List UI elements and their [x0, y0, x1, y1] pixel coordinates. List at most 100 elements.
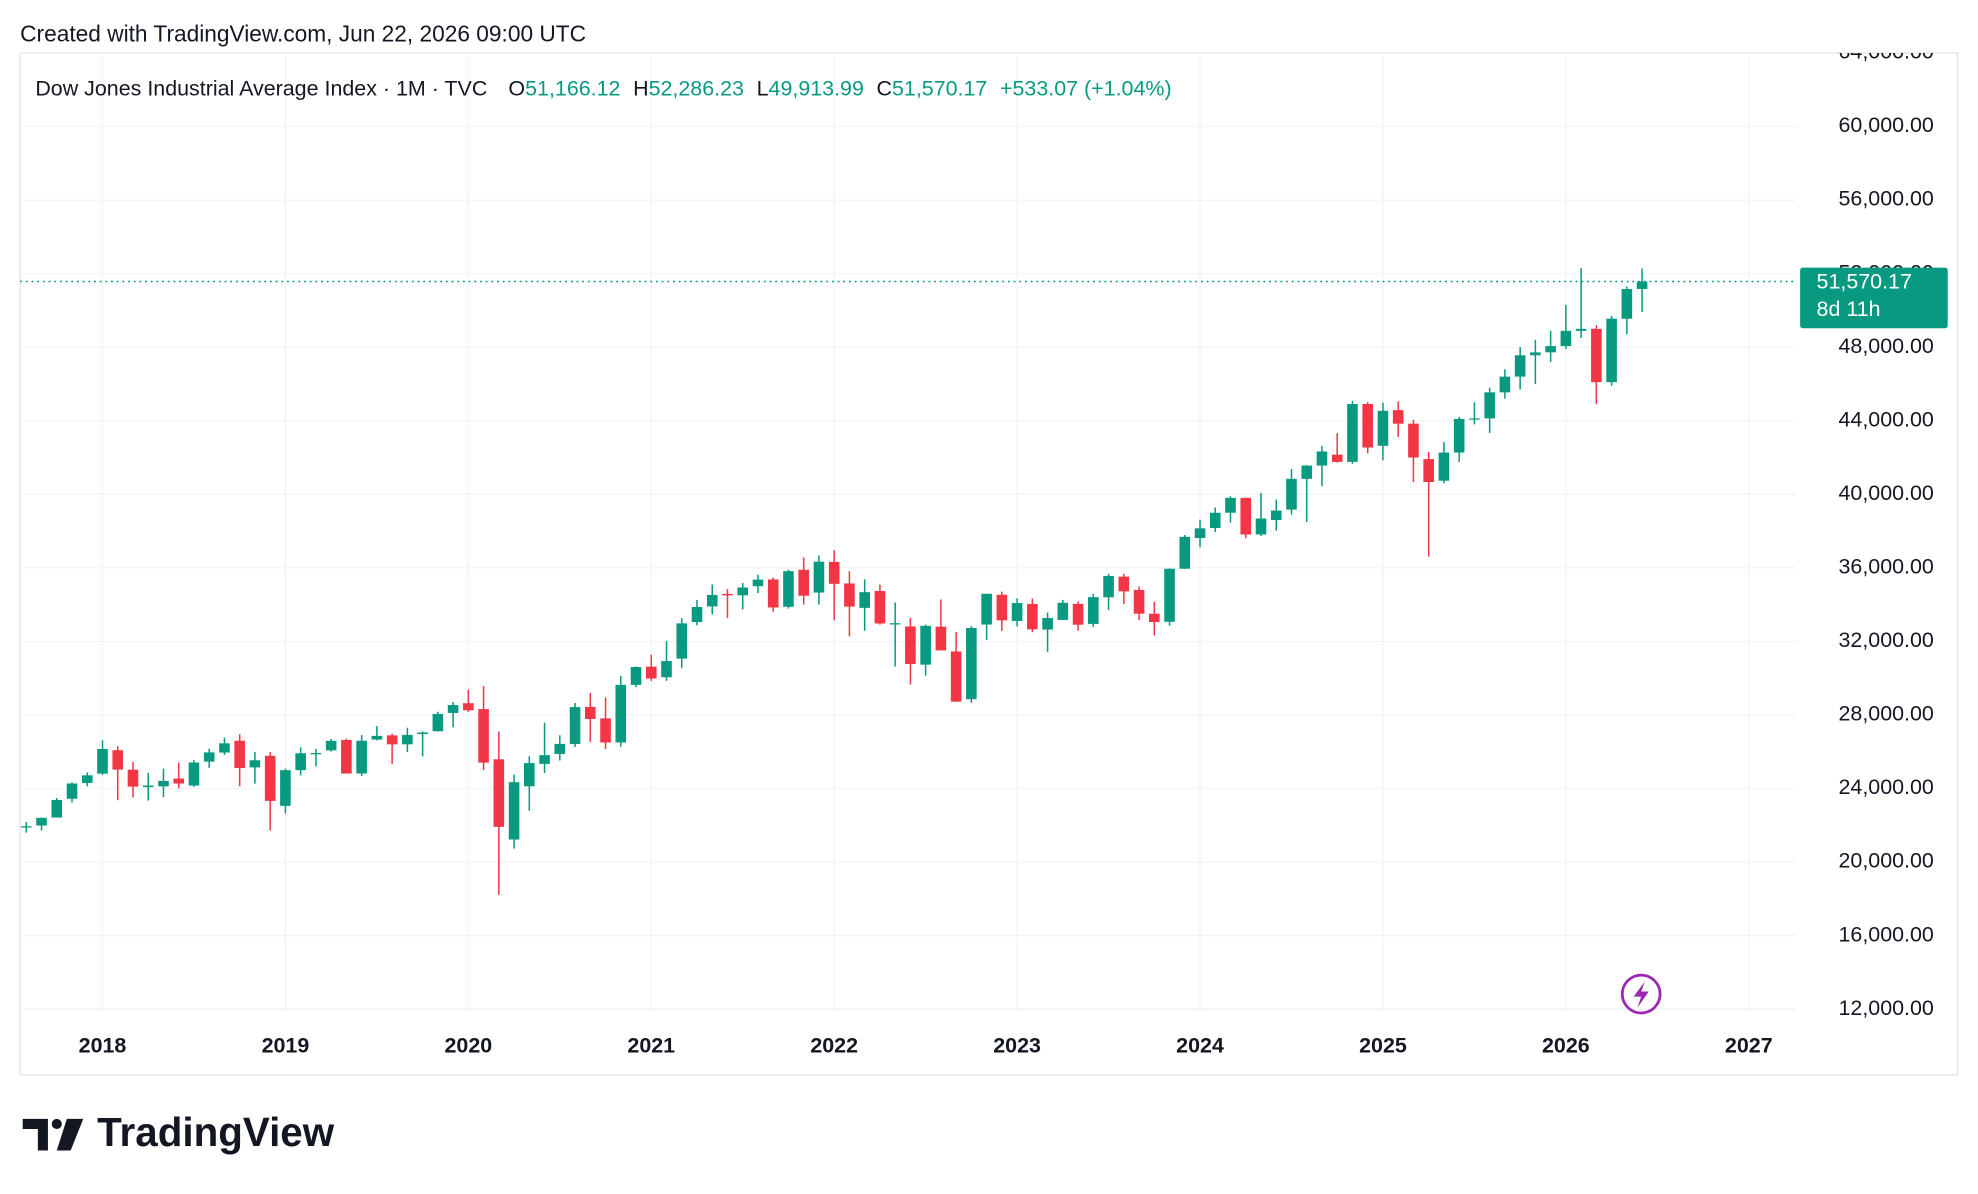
candle-body [1423, 459, 1434, 483]
candle-body [158, 780, 169, 787]
candle-body [1240, 497, 1252, 535]
candle-body [478, 709, 489, 763]
candle-body [1560, 330, 1572, 347]
quote-value: 51,166.12 [525, 76, 620, 100]
candle-body [1027, 603, 1038, 630]
candle-body [203, 752, 215, 762]
candle-body [112, 750, 124, 770]
candle-body [1514, 355, 1526, 377]
candle-body [1331, 454, 1343, 462]
candle-body [1469, 418, 1480, 420]
candle-body [1499, 376, 1511, 393]
candle-body [676, 623, 688, 659]
candle-body [1316, 451, 1328, 466]
candle-body [1575, 328, 1587, 331]
candle-body [1270, 510, 1282, 520]
candle-body [142, 785, 154, 788]
candle-body [81, 775, 93, 783]
candle-body [234, 740, 245, 769]
last-price-label: 51,570.17 [1817, 269, 1912, 293]
candle-body [889, 623, 901, 625]
candle-body [1362, 404, 1374, 448]
candle-body [1484, 392, 1495, 419]
candle-body [1377, 410, 1389, 446]
candle-body [51, 799, 63, 818]
chart-frame [19, 52, 1959, 1076]
candle-body [1545, 346, 1556, 353]
quote-label: C [877, 76, 892, 100]
candle-body [264, 755, 276, 801]
candle-body [508, 782, 520, 840]
candle-body [1179, 536, 1191, 569]
y-tick-label: 60,000.00 [1838, 113, 1933, 137]
countdown: 8d 11h [1817, 297, 1881, 321]
candle-body [844, 583, 855, 607]
candle-body [524, 763, 535, 787]
candle-body [356, 740, 367, 774]
y-tick-label: 64,000.00 [1838, 40, 1933, 64]
x-tick-label: 2019 [262, 1034, 310, 1058]
candle-body [432, 714, 444, 732]
candle-body [752, 579, 764, 587]
candle-body [737, 587, 749, 596]
candle-body [966, 627, 977, 700]
x-tick-label: 2022 [810, 1034, 858, 1058]
candle-body [661, 661, 672, 678]
candle-body [1118, 576, 1130, 592]
candle-body [539, 755, 550, 764]
y-tick-label: 40,000.00 [1838, 481, 1933, 505]
candle-body [1392, 410, 1404, 424]
candle-body [219, 743, 230, 753]
y-tick-label: 44,000.00 [1838, 407, 1933, 431]
candle-body [1530, 352, 1541, 356]
candle-body [905, 626, 916, 664]
candle-body [722, 593, 733, 596]
candle-body [1209, 512, 1221, 529]
candle-body [767, 579, 779, 608]
candle-body [569, 707, 581, 745]
candle-body [173, 778, 185, 784]
candle-body [1133, 589, 1145, 614]
candle-body [1088, 597, 1099, 624]
candle-body [325, 740, 337, 751]
candle-body [859, 592, 870, 608]
candle-body [402, 734, 413, 745]
candle-body [249, 760, 261, 768]
candle-body [935, 626, 947, 651]
grid [20, 52, 1797, 1012]
candle-body [36, 817, 47, 826]
quote-label: H [633, 76, 648, 100]
candle-body [447, 705, 459, 713]
candle-body [1225, 497, 1236, 513]
candle-body [645, 666, 657, 679]
candle-body [1621, 288, 1633, 319]
candle-body [386, 735, 398, 745]
candle-body [1103, 575, 1114, 598]
candle-body [1606, 318, 1617, 383]
x-tick-label: 2020 [444, 1034, 492, 1058]
candle-body [1057, 602, 1069, 620]
candle-body [813, 561, 825, 593]
candle-body [1194, 528, 1206, 539]
y-tick-label: 48,000.00 [1838, 334, 1933, 358]
candle-body [798, 569, 809, 596]
y-tick-label: 20,000.00 [1838, 849, 1933, 873]
candle-body [1286, 478, 1297, 510]
candle-body [371, 735, 383, 740]
quote-label: L [757, 76, 769, 100]
quote-label: O [508, 76, 525, 100]
candle-body [630, 667, 642, 685]
y-tick-label: 56,000.00 [1838, 187, 1933, 211]
candle-body [188, 762, 200, 786]
symbol-legend: Dow Jones Industrial Average Index · 1M … [35, 76, 1171, 100]
candle-body [1347, 404, 1358, 462]
x-tick-label: 2027 [1725, 1034, 1773, 1058]
candle-body [280, 770, 291, 806]
x-tick-label: 2018 [79, 1034, 127, 1058]
candle-body [691, 606, 703, 623]
candle-body [874, 591, 886, 624]
candles [20, 268, 1648, 895]
candle-body [1255, 518, 1267, 535]
y-tick-label: 32,000.00 [1838, 628, 1933, 652]
